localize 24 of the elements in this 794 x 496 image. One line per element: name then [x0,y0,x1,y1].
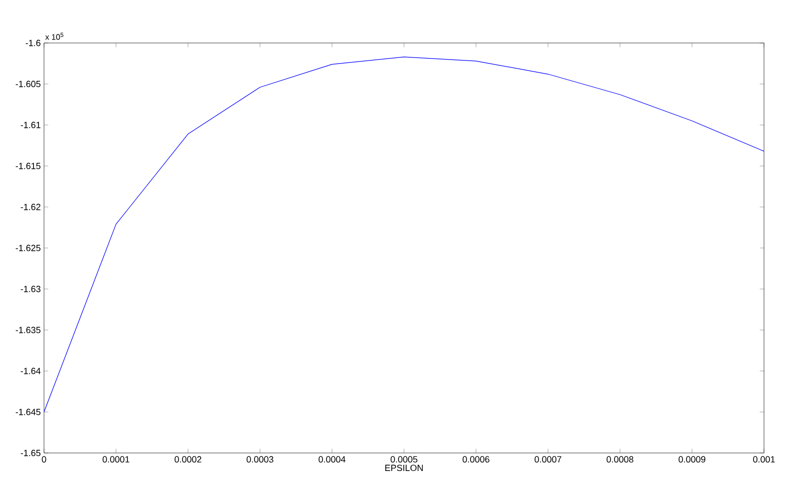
y-tick-label: -1.64 [20,368,41,374]
y-tick-label: -1.62 [20,204,40,210]
y-tick-label: -1.625 [16,244,40,252]
x-tick-label: 0.0001 [102,456,130,463]
x-tick-label: 0.0004 [318,456,346,463]
x-tick-label: 0.0008 [606,456,634,463]
x-tick-label: 0.0002 [174,456,202,463]
y-tick-label: -1.605 [16,80,40,88]
y-tick-label: -1.635 [16,326,40,334]
y-tick-label: -1.615 [16,162,40,170]
line-series [44,56,764,412]
x-tick-label: 0.0007 [534,456,562,463]
y-tick-label: -1.65 [20,450,40,456]
x-axis-title: EPSILON [385,464,423,472]
x-tick-label: 0.0009 [678,456,706,463]
y-tick-label: -1.645 [16,408,40,416]
x-tick-label: 0.0005 [390,456,418,463]
y-tick-label: -1.63 [20,286,40,292]
x-tick-label: 0.0003 [246,456,274,463]
x-tick-label: 0.001 [753,456,775,463]
y-tick-label: -1.6 [26,40,40,46]
y-tick-label: -1.61 [20,122,40,128]
x-tick-label: 0.0006 [462,456,490,463]
x-tick-label: 0 [42,456,46,463]
